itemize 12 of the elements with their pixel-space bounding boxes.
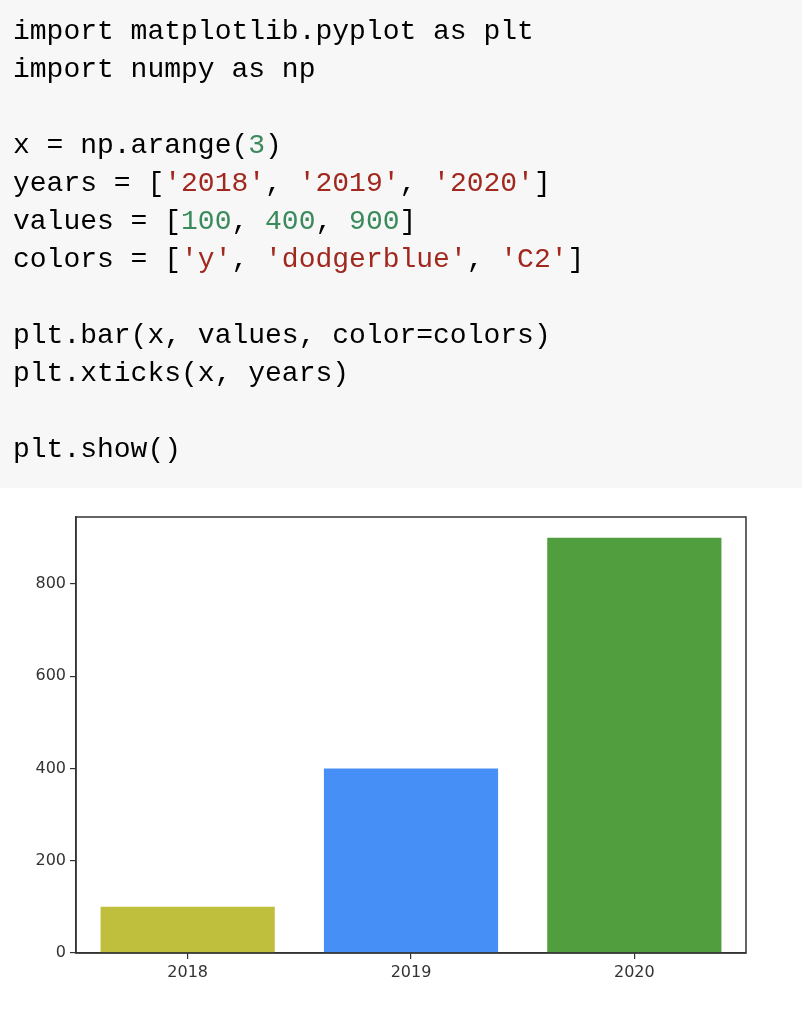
- y-tick-label: 0: [55, 942, 66, 962]
- y-tick-label: 200: [35, 849, 66, 869]
- bar: [547, 537, 722, 953]
- y-tick-label: 800: [35, 573, 66, 593]
- y-tick-label: 400: [35, 757, 66, 777]
- x-tick-label: 2018: [167, 961, 209, 981]
- y-tick-label: 600: [35, 665, 66, 685]
- x-tick-label: 2020: [613, 961, 655, 981]
- bar: [100, 906, 275, 953]
- x-tick-label: 2019: [390, 961, 432, 981]
- text: import matplotlib.pyplot as plt import numpy as np x = np.arange(3) years = ['2018', '2019', '2020'] values = [100, 400, 900] colors = ['y', 'dodgerblue', 'C2'] plt.bar(x, values, color=colors) plt.xticks(x, years) plt.show(): [13, 16, 585, 465]
- bar: [323, 768, 499, 953]
